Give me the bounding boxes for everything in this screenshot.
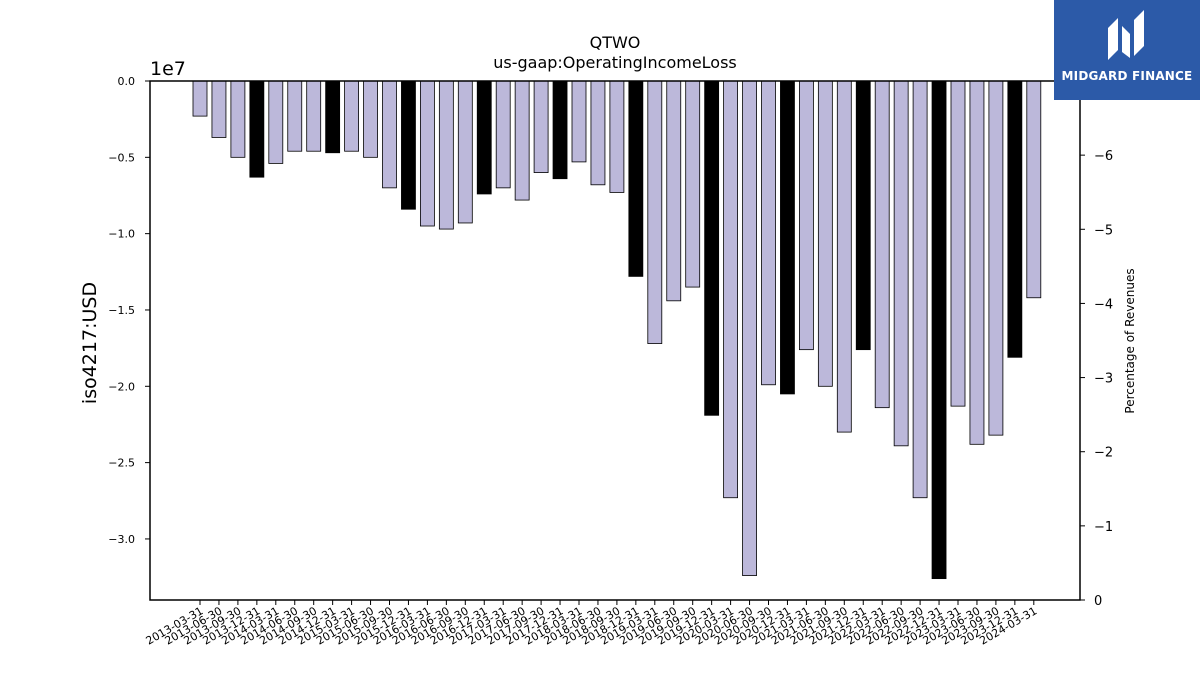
- y2-axis-ticks: 0 −1 −2 −3 −4 −5 −6: [1080, 149, 1113, 609]
- y2-tick-label: −3: [1094, 372, 1113, 387]
- midgard-logo-icon: [1108, 10, 1144, 60]
- bar: [590, 80, 606, 186]
- bar: [704, 80, 720, 416]
- bar: [609, 80, 625, 193]
- bar: [419, 80, 435, 227]
- bar: [799, 80, 814, 351]
- bar: [363, 80, 378, 158]
- y2-tick-label: −4: [1094, 297, 1113, 312]
- chart-subtitle: us-gaap:OperatingIncomeLoss: [493, 53, 737, 72]
- bar: [457, 80, 473, 224]
- y-tick-label: −3.0: [108, 533, 135, 546]
- bar: [306, 80, 322, 152]
- y-tick-label: −2.0: [108, 380, 135, 393]
- bar: [287, 80, 303, 152]
- y-axis-label: iso4217:USD: [79, 282, 101, 404]
- bar: [325, 80, 341, 154]
- y2-axis-label: Percentage of Revenues: [1123, 268, 1137, 413]
- y2-tick-label: −5: [1094, 223, 1113, 238]
- bar: [192, 80, 208, 117]
- bar: [647, 80, 663, 344]
- bar: [571, 80, 587, 163]
- bar: [211, 80, 227, 138]
- y-tick-label: −0.5: [108, 151, 135, 164]
- plot-frame: [149, 80, 1081, 601]
- y2-tick-label: −2: [1094, 446, 1113, 461]
- bar: [495, 80, 511, 189]
- bar: [666, 80, 682, 302]
- bar: [230, 80, 246, 158]
- y-tick-label: −1.0: [108, 228, 135, 241]
- y-axis-ticks: 0.0 −0.5 −1.0 −1.5 −2.0 −2.5 −3.0: [108, 75, 150, 546]
- bar: [344, 80, 360, 152]
- bar: [988, 80, 1004, 436]
- bar: [401, 80, 416, 210]
- bar: [950, 80, 966, 407]
- bar: [836, 80, 852, 433]
- bar: [1026, 80, 1042, 299]
- bar: [969, 80, 985, 445]
- bar: [552, 80, 568, 180]
- bar: [1007, 80, 1023, 358]
- bar: [438, 80, 454, 230]
- bar: [931, 80, 947, 580]
- y-tick-label: −2.5: [108, 457, 135, 470]
- y2-tick-label: −1: [1094, 520, 1113, 535]
- bar: [533, 80, 549, 173]
- bar-group: [192, 80, 1042, 580]
- bar: [912, 80, 928, 499]
- y2-tick-label: 0: [1094, 594, 1102, 609]
- brand-name: MIDGARD FINANCE: [1061, 69, 1193, 83]
- bar: [742, 80, 757, 576]
- bar: [780, 80, 795, 395]
- y2-tick-label: −6: [1094, 149, 1113, 164]
- bar: [874, 80, 890, 409]
- bar: [855, 80, 871, 351]
- brand-logo: MIDGARD FINANCE: [1054, 0, 1200, 100]
- bar: [723, 80, 738, 499]
- bar: [761, 80, 776, 386]
- chart-title: QTWO: [590, 33, 641, 52]
- bar: [476, 80, 492, 195]
- offset-label: 1e7: [150, 58, 186, 80]
- bar: [514, 80, 530, 201]
- x-axis-ticks: 2013-03-312013-06-302013-09-302013-12-31…: [144, 600, 1039, 648]
- y-tick-label: −1.5: [108, 304, 135, 317]
- bar: [628, 80, 644, 277]
- bar: [893, 80, 909, 447]
- bar: [382, 80, 397, 189]
- bar: [685, 80, 701, 288]
- bar: [249, 80, 265, 178]
- y-tick-label: 0.0: [118, 75, 136, 88]
- bar: [268, 80, 284, 164]
- bar: [817, 80, 833, 387]
